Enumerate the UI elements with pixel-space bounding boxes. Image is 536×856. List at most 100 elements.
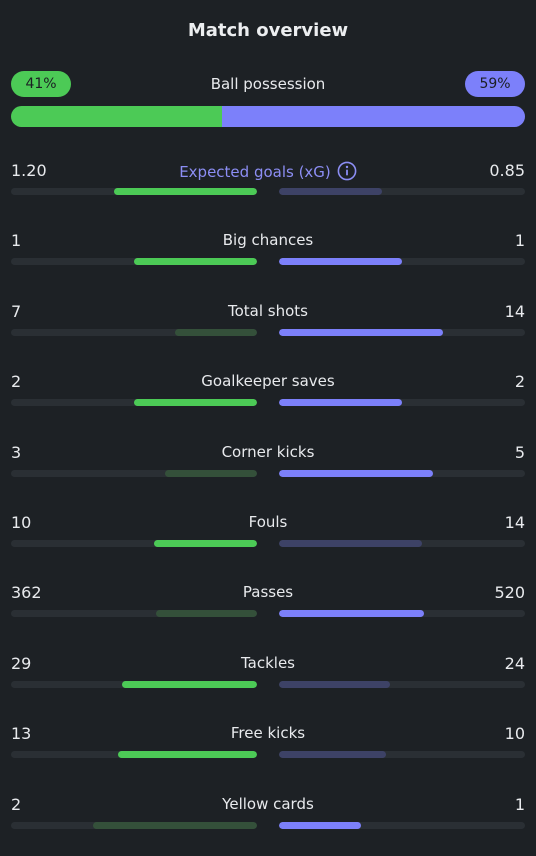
away-stat-fill <box>279 328 444 336</box>
away-stat-value: 2 <box>514 372 525 392</box>
home-stat-track <box>11 821 257 829</box>
away-stat-value: 14 <box>504 301 525 321</box>
home-stat-track <box>11 539 257 547</box>
stat-row: 3 Corner kicks 5 <box>11 437 525 507</box>
away-stat-value: 10 <box>504 724 525 744</box>
stat-row: 13 Free kicks 10 <box>11 718 525 788</box>
home-stat-track <box>11 680 257 688</box>
away-stat-fill <box>279 821 361 829</box>
home-stat-fill <box>134 399 257 407</box>
stat-label[interactable]: Expected goals (xG) <box>11 161 525 181</box>
stat-row: 7 Total shots 14 <box>11 296 525 366</box>
stat-label: Total shots <box>11 302 525 320</box>
stat-label: Passes <box>11 583 525 601</box>
stat-label-text: Yellow cards <box>222 794 314 813</box>
home-stat-fill <box>114 188 257 195</box>
away-stat-track <box>279 188 525 195</box>
stat-row: 10 Fouls 14 <box>11 507 525 577</box>
stat-label-text: Tackles <box>240 653 296 672</box>
stat-row: 1 Big chances 1 <box>11 225 525 295</box>
home-stat-value: 13 <box>11 724 32 744</box>
stat-label-text[interactable]: Expected goals (xG) <box>179 163 331 181</box>
home-stat-value: 1.20 <box>11 161 47 180</box>
away-stat-track <box>279 821 525 829</box>
stat-row: 2 Yellow cards 1 <box>11 789 525 856</box>
home-stat-value: 2 <box>11 372 22 392</box>
away-possession-badge: 59% <box>465 71 525 97</box>
stat-label-text: Total shots <box>228 301 308 320</box>
home-stat-value: 362 <box>11 583 42 603</box>
away-stat-fill <box>279 539 423 547</box>
stat-row[interactable]: 1.20 Expected goals (xG) 0.85 <box>11 155 525 225</box>
home-stat-value: 2 <box>11 794 22 814</box>
home-stat-track <box>11 399 257 407</box>
away-stat-track <box>279 680 525 688</box>
stat-list: 1.20 Expected goals (xG) 0.85 1 Big chan… <box>11 155 525 856</box>
stat-label: Fouls <box>11 513 525 531</box>
home-stat-track <box>11 610 257 618</box>
home-possession-segment <box>11 106 222 127</box>
away-stat-track <box>279 751 525 759</box>
away-stat-value: 1 <box>514 231 525 251</box>
home-stat-fill <box>164 469 257 477</box>
away-stat-track <box>279 258 525 266</box>
home-stat-value: 7 <box>11 301 22 321</box>
home-stat-track <box>11 751 257 759</box>
ball-possession: 41% Ball possession 59% <box>11 71 525 127</box>
away-stat-fill <box>279 751 386 759</box>
home-stat-fill <box>118 751 257 759</box>
stat-label: Goalkeeper saves <box>11 372 525 390</box>
stat-label-text: Free kicks <box>230 724 306 743</box>
stat-label: Tackles <box>11 654 525 672</box>
away-stat-fill <box>279 188 383 195</box>
stat-row: 2 Goalkeeper saves 2 <box>11 366 525 436</box>
home-stat-track <box>11 328 257 336</box>
away-stat-fill <box>279 680 391 688</box>
possession-bar <box>11 106 525 127</box>
page-title: Match overview <box>187 20 349 41</box>
away-stat-value: 520 <box>494 583 525 603</box>
away-stat-value: 14 <box>504 512 525 532</box>
home-stat-fill <box>122 680 257 688</box>
away-stat-fill <box>279 610 425 618</box>
stat-label: Corner kicks <box>11 443 525 461</box>
home-stat-track <box>11 469 257 477</box>
home-stat-fill <box>175 328 257 336</box>
home-stat-fill <box>92 821 257 829</box>
home-stat-value: 3 <box>11 442 22 462</box>
home-stat-fill <box>156 610 257 618</box>
stat-label-text: Fouls <box>248 512 288 531</box>
home-stat-fill <box>154 539 257 547</box>
home-stat-track <box>11 258 257 266</box>
away-stat-value: 0.85 <box>489 161 525 180</box>
away-stat-value: 1 <box>514 794 525 814</box>
away-stat-fill <box>279 469 433 477</box>
info-icon[interactable] <box>337 161 357 181</box>
stat-row: 362 Passes 520 <box>11 577 525 647</box>
stat-label: Free kicks <box>11 724 525 742</box>
away-possession-segment <box>221 106 525 127</box>
home-stat-fill <box>134 258 257 266</box>
home-stat-value: 1 <box>11 231 22 251</box>
stat-label: Big chances <box>11 231 525 249</box>
away-stat-value: 24 <box>504 653 525 673</box>
home-stat-value: 29 <box>11 653 32 673</box>
stat-label: Yellow cards <box>11 795 525 813</box>
possession-label: Ball possession <box>210 75 326 93</box>
home-possession-badge: 41% <box>11 71 71 97</box>
away-stat-value: 5 <box>514 442 525 462</box>
stat-label-text: Passes <box>242 583 294 602</box>
away-stat-fill <box>279 258 402 266</box>
away-stat-track <box>279 539 525 547</box>
away-stat-fill <box>279 399 402 407</box>
stat-label-text: Corner kicks <box>221 442 315 461</box>
away-stat-track <box>279 399 525 407</box>
away-stat-track <box>279 469 525 477</box>
stat-label-text: Big chances <box>222 231 314 250</box>
away-stat-track <box>279 610 525 618</box>
stat-label-text: Goalkeeper saves <box>201 372 335 391</box>
home-stat-track <box>11 188 257 195</box>
home-stat-value: 10 <box>11 512 32 532</box>
away-stat-track <box>279 328 525 336</box>
